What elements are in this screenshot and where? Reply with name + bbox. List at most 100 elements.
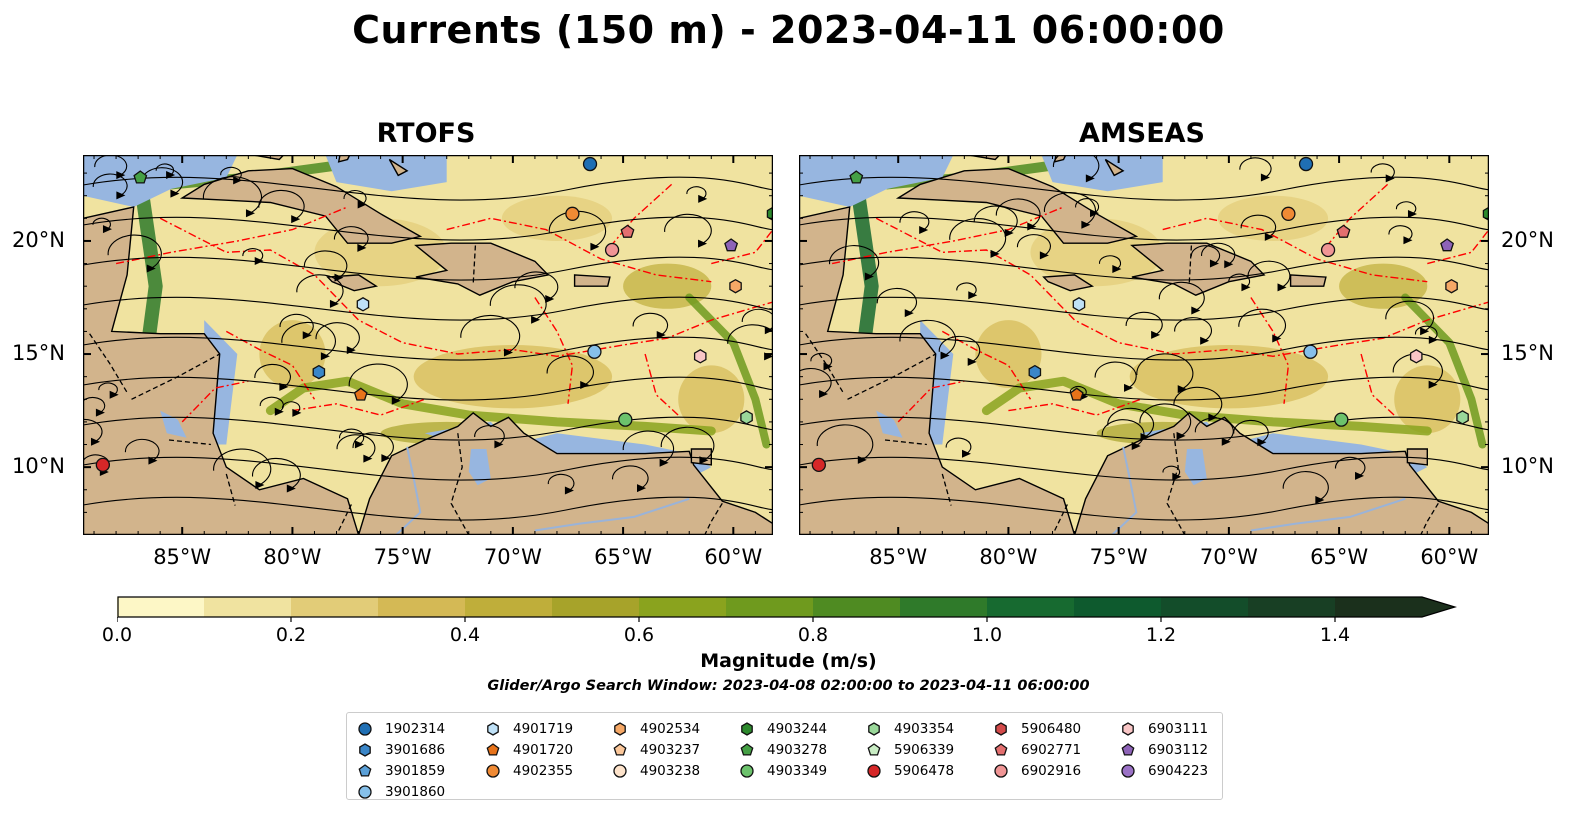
streamline xyxy=(242,248,264,262)
legend-marker-circle xyxy=(358,721,372,736)
streamline-arrow xyxy=(116,171,126,180)
land-mass xyxy=(573,274,611,287)
streamline xyxy=(799,496,1489,521)
streamline xyxy=(98,382,118,396)
streamline xyxy=(1233,419,1269,443)
eez-boundary xyxy=(159,217,773,358)
streamline xyxy=(660,426,715,461)
streamline-arrow xyxy=(1090,209,1100,218)
country-border xyxy=(89,333,128,393)
streamline xyxy=(83,296,773,321)
streamline xyxy=(799,176,1489,201)
streamline xyxy=(799,456,1489,481)
streamline-arrow xyxy=(357,243,367,252)
country-border xyxy=(131,353,221,400)
streamline-arrow xyxy=(1264,232,1274,241)
colorbar-segment xyxy=(378,597,466,617)
streamline-arrow xyxy=(1151,330,1161,339)
colorbar-segment xyxy=(204,597,292,617)
legend-label: 1902314 xyxy=(385,720,446,737)
streamline-arrow xyxy=(545,294,555,303)
colorbar-tick-label: 0.6 xyxy=(623,624,655,646)
colorbar-tick-label: 0.2 xyxy=(275,624,307,646)
land-mass xyxy=(1406,448,1428,466)
streamline-arrow xyxy=(919,225,929,234)
legend-label: 4903238 xyxy=(640,762,701,779)
streamline xyxy=(83,376,773,401)
legend-item-6902916: 6902916 xyxy=(993,760,1081,781)
lon-tick-label: 65°W xyxy=(1310,545,1369,569)
land-mass xyxy=(83,206,360,535)
legend-label: 4902534 xyxy=(640,720,701,737)
float-marker-4903244 xyxy=(766,206,773,222)
streamline xyxy=(727,324,773,357)
colorbar-segment xyxy=(552,597,640,617)
streamline xyxy=(338,428,365,445)
streamline xyxy=(474,425,505,445)
streamline xyxy=(92,217,111,230)
strong-current-band xyxy=(265,376,716,436)
streamline-arrow xyxy=(1221,437,1231,446)
streamline xyxy=(1392,353,1443,386)
country-border xyxy=(805,333,844,393)
streamline xyxy=(945,437,972,455)
streamline-arrow xyxy=(102,225,112,234)
streamline-arrow xyxy=(148,456,158,465)
colorbar-tick-label: 1.2 xyxy=(1145,624,1177,646)
eez-boundary xyxy=(181,380,249,423)
legend-item-1902314: 1902314 xyxy=(357,718,445,739)
panel-title-rtofs: RTOFS xyxy=(376,118,476,149)
lon-tick-label: 75°W xyxy=(1089,545,1148,569)
lake-maracaibo xyxy=(468,449,491,486)
streamline-arrow xyxy=(320,352,330,361)
streamline xyxy=(799,296,1489,321)
float-marker-4903244 xyxy=(1482,206,1489,222)
colorbar-tick-label: 1.0 xyxy=(971,624,1003,646)
streamline xyxy=(83,256,773,281)
colorbar-extend-arrow xyxy=(1422,597,1455,617)
eez-boundary xyxy=(875,217,1489,358)
country-border xyxy=(472,245,477,284)
shallow-water xyxy=(1041,155,1163,192)
streamline-arrow xyxy=(1428,380,1438,389)
streamline xyxy=(83,418,103,443)
colorbar-label: Magnitude (m/s) xyxy=(700,650,877,672)
legend-marker-hexagon xyxy=(1122,721,1134,736)
streamline xyxy=(258,189,305,220)
streamline xyxy=(995,198,1041,227)
legend-marker-circle xyxy=(867,763,881,778)
streamline xyxy=(741,308,773,331)
legend-label: 4903237 xyxy=(640,741,701,758)
float-marker-4903349 xyxy=(618,412,633,427)
streamline xyxy=(315,322,360,351)
legend-item-3901686: 3901686 xyxy=(357,739,445,760)
streamline xyxy=(938,335,981,363)
legend-label: 4902355 xyxy=(513,762,574,779)
streamline xyxy=(1174,317,1213,342)
strong-current-band xyxy=(981,376,1432,436)
colorbar-segment xyxy=(291,597,379,617)
current-magnitude-patch xyxy=(413,345,613,409)
current-magnitude-patch xyxy=(1394,365,1461,434)
float-marker-6902916 xyxy=(604,242,620,258)
streamline-arrow xyxy=(1124,383,1134,392)
eez-boundary xyxy=(604,183,673,253)
streamline xyxy=(1228,273,1251,288)
country-border xyxy=(1188,245,1193,284)
legend-label: 5906339 xyxy=(894,741,955,758)
streamline xyxy=(296,274,344,305)
legend-label: 4903354 xyxy=(894,720,955,737)
streamline-arrow xyxy=(1176,431,1186,440)
legend-label: 5906478 xyxy=(894,762,955,779)
legend-item-5906339: 5906339 xyxy=(866,739,954,760)
float-marker-3901686 xyxy=(312,364,326,380)
float-marker-4902355 xyxy=(1281,206,1296,221)
streamline-arrow xyxy=(116,191,126,200)
colorbar-segment xyxy=(1161,597,1249,617)
lon-tick-label: 85°W xyxy=(869,545,928,569)
eez-boundary xyxy=(534,297,574,404)
float-marker-4903278 xyxy=(133,170,148,184)
streamline-arrow xyxy=(254,257,264,266)
legend-label: 6902916 xyxy=(1021,762,1082,779)
float-marker-4901719 xyxy=(1072,297,1086,312)
